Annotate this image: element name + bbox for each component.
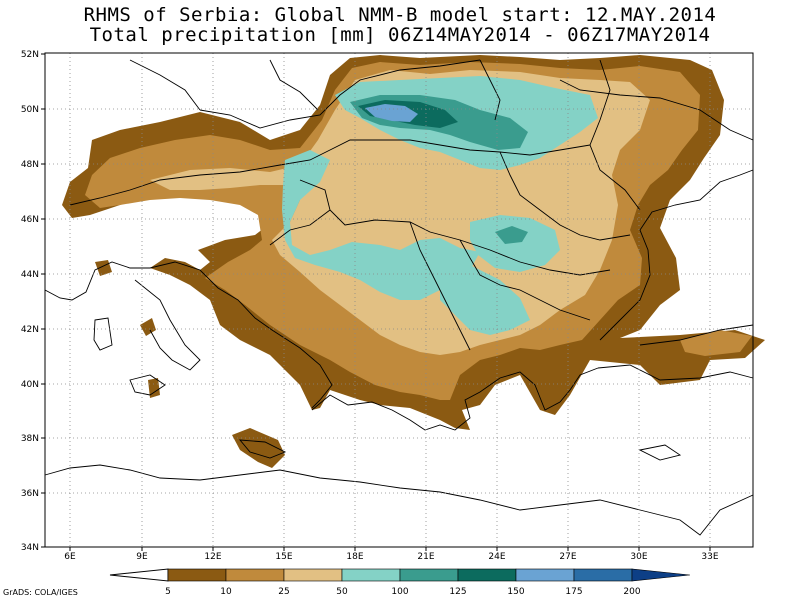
lon-label: 27E [559,552,576,562]
lon-label: 15E [275,552,292,562]
colorbar-tick-label: 25 [278,587,289,597]
colorbar: 5 10 25 50 100 125 150 175 200 [109,568,691,597]
coastline-africa [44,464,754,536]
border-7 [559,79,754,141]
lon-label: 6E [64,552,76,562]
coastline-blacksea-south [639,324,754,346]
colorbar-low-arrow [109,568,169,582]
latitude-labels: 52N 50N 48N 46N 44N 42N 40N 38N 36N 34N [21,50,45,553]
border-1 [69,139,591,206]
colorbar-high-arrow [631,568,691,582]
coastline-cyprus [638,444,682,461]
colorbar-tick-label: 200 [623,587,640,597]
coastline-sardinia [93,317,113,351]
lat-label: 40N [21,380,39,390]
colorbar-tick-label: 175 [565,587,582,597]
border-9 [479,59,501,121]
border-4 [409,221,471,351]
border-6 [499,151,631,241]
lon-label: 33E [701,552,718,562]
colorbar-swatch [341,568,401,582]
coastline-sicily [129,374,166,396]
coastline-greece [311,367,599,431]
precip-area-50mm-south [440,265,530,335]
lat-label: 34N [21,543,39,553]
colorbar-swatch [283,568,343,582]
precip-area-10mm-east [680,330,752,356]
lon-label: 30E [630,552,647,562]
colorbar-swatch [399,568,459,582]
precip-area-50mm-west [282,150,480,300]
border-12 [129,59,201,111]
lat-label: 48N [21,160,39,170]
colorbar-swatch [515,568,575,582]
colorbar-tick-label: 150 [507,587,524,597]
lon-label: 21E [417,552,434,562]
border-2 [199,59,481,129]
grads-credit: GrADS: COLA/IGES [3,588,78,597]
colorbar-swatch [225,568,285,582]
coastline-turkey [597,364,754,381]
longitude-labels: 6E 9E 12E 15E 18E 21E 24E 27E 30E 33E [64,547,719,562]
coastline-italy [134,279,201,371]
colorbar-swatch [167,568,227,582]
precip-area-5mm-cal [140,318,156,336]
coastline-crete [238,439,287,459]
border-5 [459,239,591,321]
lon-label: 18E [346,552,363,562]
lon-label: 24E [488,552,505,562]
lat-label: 42N [21,325,39,335]
lat-label: 38N [21,434,39,444]
border-11 [269,59,319,111]
coastline-blacksea [599,169,754,341]
border-8 [269,209,331,246]
precip-area-5mm-sic [148,378,160,398]
colorbar-tick-label: 125 [449,587,466,597]
map-frame [44,52,754,548]
lat-label: 46N [21,215,39,225]
colorbar-tick-label: 100 [391,587,408,597]
coastlines-borders [44,59,754,536]
lat-label: 44N [21,270,39,280]
lat-label: 52N [21,50,39,60]
map-title-line1: RHMS of Serbia: Global NMM-B model start… [83,4,717,26]
colorbar-tick-label: 50 [336,587,348,597]
colorbar-tick-label: 5 [165,587,171,597]
lat-label: 50N [21,105,39,115]
lon-label: 12E [204,552,221,562]
precip-area-50mm-center [470,215,560,272]
colorbar-swatch [573,568,633,582]
precip-area-100mm-spot [495,226,528,244]
lat-label: 36N [21,489,39,499]
map-title-line2: Total precipitation [mm] 06Z14MAY2014 - … [89,24,711,46]
precip-area-150mm [365,104,418,122]
colorbar-swatch [457,568,517,582]
precipitation-field [62,55,765,468]
colorbar-tick-label: 10 [220,587,232,597]
lon-label: 9E [136,552,148,562]
border-10 [589,59,641,211]
coastline-west [44,261,333,409]
